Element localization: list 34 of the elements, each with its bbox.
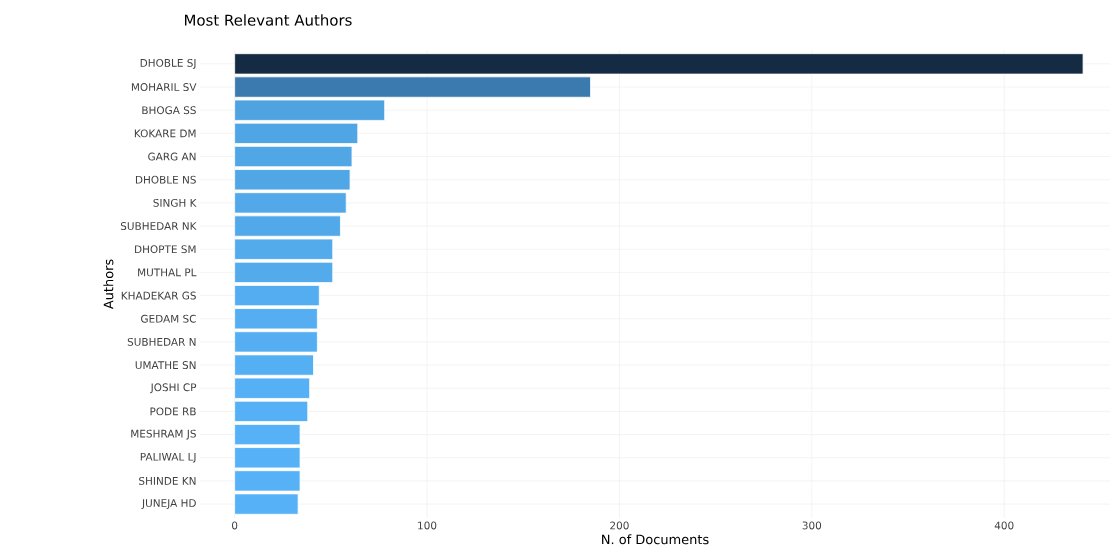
y-tick-label: SUBHEDAR NK [120,222,197,231]
x-tick-label: 200 [610,521,629,530]
bar [234,145,353,168]
y-tick-label: JUNEJA HD [141,499,196,509]
y-tick-label: MUTHAL PL [138,268,197,277]
y-tick-label: MESHRAM JS [131,429,196,440]
bar [234,261,334,283]
y-tick-label: GEDAM SC [141,314,196,323]
x-tick-label: 100 [418,521,437,530]
y-tick-label: BHOGA SS [142,106,196,115]
y-tick-label: MOHARIL SV [131,83,197,91]
y-tick-label: SINGH K [153,198,197,207]
y-tick-label: GARG AN [148,152,196,161]
y-tick-label: DHOBLE SJ [140,58,196,69]
bar [234,122,359,144]
y-tick-label: DHOBLE NS [135,175,196,184]
y-tick-label: KHADEKAR GS [121,291,196,300]
y-tick-label: UMATHE SN [135,361,196,370]
y-tick-label: JOSHI CP [150,383,197,394]
y-tick-label: PALIWAL LJ [140,452,196,463]
x-tick-label: 300 [802,521,822,530]
y-tick-label: KOKARE DM [134,129,196,138]
y-tick-label: DHOPTE SM [135,245,196,254]
bar [234,284,320,307]
y-tick-label: SUBHEDAR N [127,337,196,346]
y-tick-label: SHINDE KN [139,476,196,485]
bar [234,423,301,446]
y-axis-title: Authors [103,259,114,310]
x-tick-label: 400 [994,521,1014,530]
x-tick-label: 0 [232,521,238,530]
x-axis-title: N. of Documents [602,534,709,545]
chart-title: Most Relevant Authors [185,14,352,26]
y-tick-label: PODE RB [150,407,196,416]
bar [234,400,309,423]
